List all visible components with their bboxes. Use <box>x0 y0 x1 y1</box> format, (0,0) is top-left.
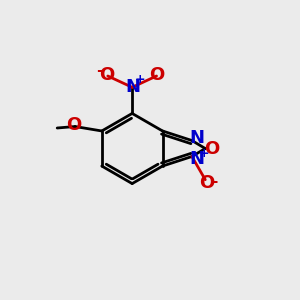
Text: O: O <box>149 65 165 83</box>
Text: O: O <box>100 65 115 83</box>
Text: O: O <box>199 174 214 192</box>
Text: N: N <box>190 151 205 169</box>
Text: +: + <box>199 147 210 160</box>
Text: O: O <box>204 140 219 158</box>
Text: O: O <box>66 116 81 134</box>
Text: N: N <box>190 129 205 147</box>
Text: +: + <box>134 74 145 86</box>
Text: N: N <box>125 78 140 96</box>
Text: -: - <box>96 63 102 78</box>
Text: -: - <box>211 174 217 189</box>
